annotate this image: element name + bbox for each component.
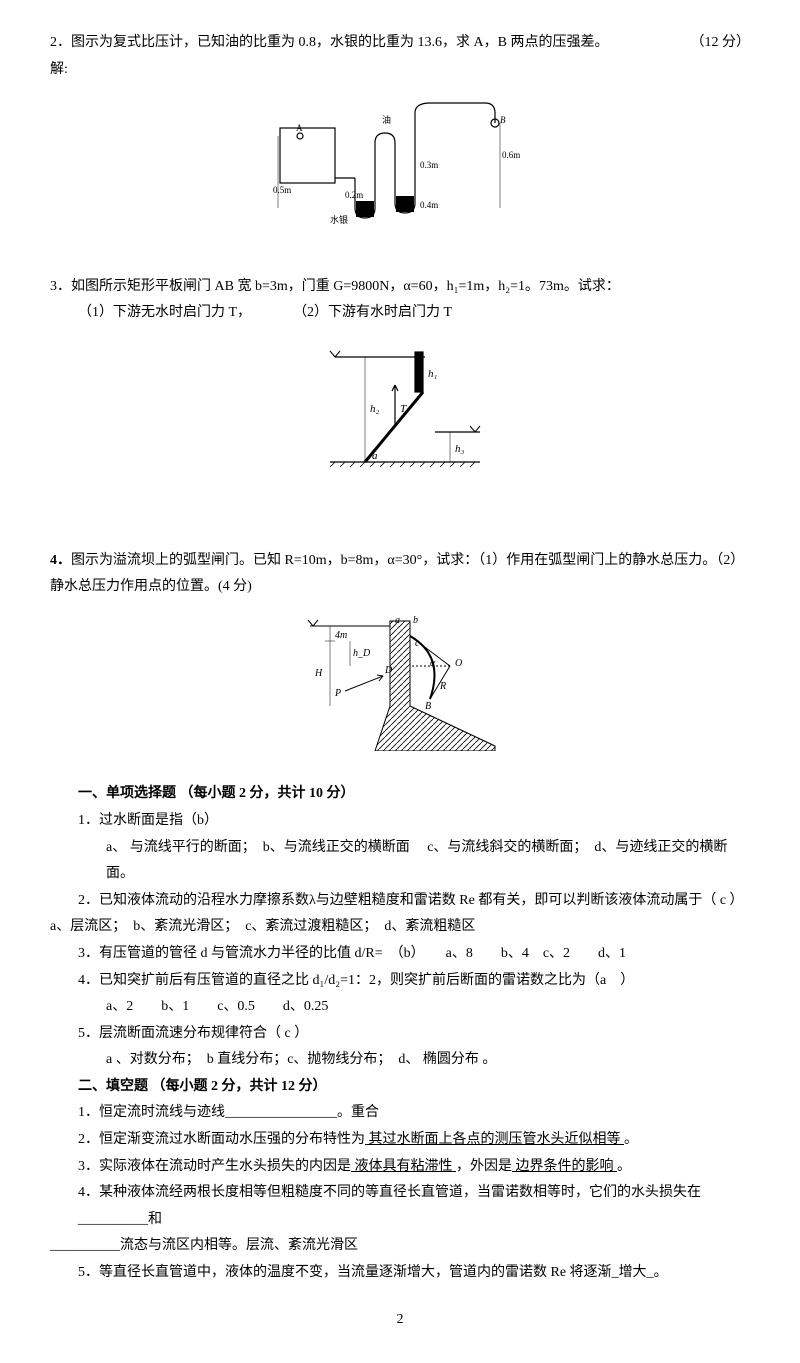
q2-text: 图示为复式比压计，已知油的比重为 0.8，水银的比重为 13.6，求 A，B 两… [71, 35, 608, 50]
svg-text:h_D: h_D [353, 648, 371, 659]
q2-num: 2． [50, 35, 71, 50]
svg-text:B: B [425, 701, 431, 712]
q3-sub1: （1）下游无水时启门力 T， [78, 305, 244, 320]
question-2: 2．图示为复式比压计，已知油的比重为 0.8，水银的比重为 13.6，求 A，B… [50, 30, 750, 83]
svg-text:b: b [413, 615, 418, 626]
svg-text:P: P [334, 688, 341, 699]
mc-q5: 5．层流断面流速分布规律符合（ c ） [50, 1021, 750, 1048]
svg-text:D: D [384, 665, 393, 676]
svg-text:A: A [296, 123, 303, 133]
fill-q4: 4．某种液体流经两根长度相等但粗糙度不同的等直径长直管道，当雷诺数相等时，它们的… [50, 1180, 750, 1233]
fill-q3: 3．实际液体在流动时产生水头损失的内因是 液体具有粘滞性 ，外因是 边界条件的影… [50, 1154, 750, 1181]
svg-text:α: α [430, 658, 436, 669]
mc-q1-opts: a、 与流线平行的断面； b、与流线正交的横断面 c、与流线斜交的横断面； d、… [50, 835, 750, 888]
q4-num: 4． [50, 553, 71, 568]
q4-text: 图示为溢流坝上的弧型闸门。已知 R=10m，b=8m，α=30°，试求：（1）作… [50, 553, 744, 595]
figure-3: h₁ h₂ h₃ T a [50, 337, 750, 488]
svg-text:h₂: h₂ [370, 403, 380, 415]
q3-sub2: （2）下游有水时启门力 T [300, 305, 452, 320]
svg-text:h₁: h₁ [428, 368, 438, 380]
svg-text:H: H [314, 668, 323, 679]
svg-text:a: a [395, 615, 400, 626]
svg-text:a: a [372, 450, 378, 462]
svg-text:4m: 4m [335, 630, 347, 641]
q3-num: 3． [50, 279, 71, 294]
svg-text:0.3m: 0.3m [420, 160, 438, 170]
fill-q4-cont: __________流态与流区内相等。层流、紊流光滑区 [50, 1233, 750, 1260]
figure-2: A B 油 水银 0.5m 0.2m 0.3m 0.4m 0.6m [50, 93, 750, 254]
svg-text:c: c [415, 638, 420, 649]
mc-q4-opts: a、2 b、1 c、0.5 d、0.25 [50, 994, 750, 1021]
svg-text:0.6m: 0.6m [502, 150, 520, 160]
svg-text:0.2m: 0.2m [345, 190, 363, 200]
mc-q4: 4．已知突扩前后有压管道的直径之比 d₁/d₂=1：2，则突扩前后断面的雷诺数之… [50, 968, 750, 995]
svg-text:油: 油 [382, 114, 391, 125]
page-number: 2 [50, 1307, 750, 1334]
fill-q5: 5．等直径长直管道中，液体的温度不变，当流量逐渐增大，管道内的雷诺数 Re 将逐… [50, 1260, 750, 1287]
q3-text: 如图所示矩形平板闸门 AB 宽 b=3m，门重 G=9800N，α=60，h₁=… [71, 279, 620, 294]
mc-q2: 2．已知液体流动的沿程水力摩擦系数λ与边壁粗糙度和雷诺数 Re 都有关，即可以判… [50, 888, 750, 915]
svg-text:R: R [439, 681, 446, 692]
svg-text:h₃: h₃ [455, 443, 465, 455]
svg-text:T: T [400, 403, 407, 415]
q3-sub: （1）下游无水时启门力 T， （2）下游有水时启门力 T [50, 300, 750, 327]
mc-q1: 1．过水断面是指（b） [50, 808, 750, 835]
fill-q2: 2．恒定渐变流过水断面动水压强的分布特性为 其过水断面上各点的测压管水头近似相等… [50, 1127, 750, 1154]
svg-text:0.4m: 0.4m [420, 200, 438, 210]
fill-section: 二、填空题 （每小题 2 分，共计 12 分） 1．恒定流时流线与迹线_____… [50, 1074, 750, 1287]
question-3: 3．如图所示矩形平板闸门 AB 宽 b=3m，门重 G=9800N，α=60，h… [50, 274, 750, 327]
mc-title: 一、单项选择题 （每小题 2 分，共计 10 分） [50, 781, 750, 808]
figure-4: 4m h_D H P O R a b c α D B [50, 611, 750, 762]
svg-text:O: O [455, 658, 462, 669]
svg-text:0.5m: 0.5m [273, 185, 291, 195]
svg-text:B: B [500, 115, 506, 125]
fill-title: 二、填空题 （每小题 2 分，共计 12 分） [50, 1074, 750, 1101]
fill-q1: 1．恒定流时流线与迹线________________。重合 [50, 1100, 750, 1127]
svg-text:水银: 水银 [330, 214, 348, 225]
q2-solve: 解: [50, 57, 750, 84]
mc-section: 一、单项选择题 （每小题 2 分，共计 10 分） 1．过水断面是指（b） a、… [50, 781, 750, 1074]
mc-q5-opts: a 、对数分布； b 直线分布；c、抛物线分布； d、 椭圆分布 。 [50, 1047, 750, 1074]
mc-q2-opts: a、层流区； b、紊流光滑区； c、紊流过渡粗糙区； d、紊流粗糙区 [50, 914, 750, 941]
question-4: 4．图示为溢流坝上的弧型闸门。已知 R=10m，b=8m，α=30°，试求：（1… [50, 548, 750, 601]
mc-q3: 3．有压管道的管径 d 与管流水力半径的比值 d/R= （b） a、8 b、4 … [50, 941, 750, 968]
q2-score: （12 分） [691, 30, 751, 57]
